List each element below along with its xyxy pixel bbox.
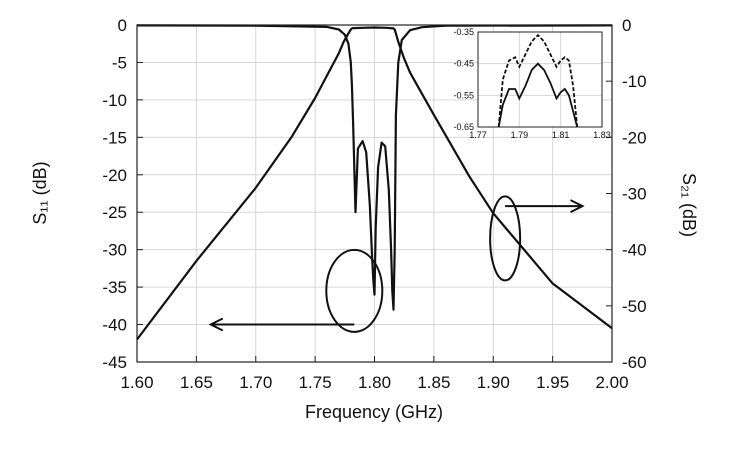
x-tick-label: 2.00	[595, 373, 628, 392]
inset-x-tick-label: 1.81	[552, 130, 570, 140]
annotation-arrow-head	[208, 317, 224, 332]
y-right-tick-label: -30	[622, 185, 647, 204]
inset-series-dashed	[497, 33, 579, 128]
x-tick-label: 1.85	[417, 373, 450, 392]
x-tick-label: 1.60	[120, 373, 153, 392]
y-left-tick-label: -40	[102, 316, 127, 335]
y-left-tick-label: -30	[102, 241, 127, 260]
inset-chart: 1.77 1.79 1.81 1.83 -0.35 -0.45 -0.55 -0.65	[453, 27, 610, 140]
inset-series-solid	[497, 62, 579, 128]
y-right-tick-label: -60	[622, 353, 647, 372]
x-tick-label: 1.75	[299, 373, 332, 392]
annotation-ellipse	[489, 195, 522, 282]
y-left-tick-label: -20	[102, 166, 127, 185]
axes: 1.60 1.65 1.70 1.75 1.80 1.85 1.90 1.95 2.00 0 -5 -…	[102, 16, 646, 392]
x-tick-label: 1.90	[477, 373, 510, 392]
y-left-tick-label: -15	[102, 128, 127, 147]
inset-y-tick-label: -0.45	[453, 59, 474, 69]
x-tick-label: 1.80	[358, 373, 391, 392]
annotation-arrow-head	[570, 199, 585, 213]
inset-y-tick-label: -0.65	[453, 122, 474, 132]
y-left-tick-label: -45	[102, 353, 127, 372]
inset-border	[477, 31, 603, 128]
y-left-tick-label: 0	[118, 16, 127, 35]
y-right-tick-label: -10	[622, 72, 647, 91]
y-right-tick-label: -40	[622, 241, 647, 260]
x-tick-label: 1.70	[239, 373, 272, 392]
inset-y-tick-label: -0.55	[453, 90, 474, 100]
x-tick-label: 1.95	[536, 373, 569, 392]
inset-x-tick-label: 1.77	[469, 130, 487, 140]
y-axis-left-label: S₁₁ (dB)	[30, 161, 50, 224]
annotations	[208, 195, 585, 333]
series-line-s11	[136, 24, 613, 311]
inset-x-tick-label: 1.83	[593, 130, 611, 140]
y-right-tick-label: -50	[622, 297, 647, 316]
y-left-tick-label: -35	[102, 278, 127, 297]
annotation-ellipse	[325, 248, 384, 333]
y-right-tick-label: -20	[622, 128, 647, 147]
series-line-s21	[136, 26, 613, 341]
y-left-tick-label: -10	[102, 91, 127, 110]
series-layer	[136, 24, 613, 341]
inset-y-tick-label: -0.35	[453, 27, 474, 37]
y-axis-right-label: S₂₁ (dB)	[679, 173, 699, 237]
x-axis-label: Frequency (GHz)	[305, 402, 443, 422]
x-tick-label: 1.65	[180, 373, 213, 392]
y-left-tick-label: -25	[102, 203, 127, 222]
y-right-tick-label: 0	[622, 16, 631, 35]
inset-x-tick-label: 1.79	[511, 130, 529, 140]
inset-frame	[477, 31, 603, 128]
y-left-tick-label: -5	[112, 53, 127, 72]
